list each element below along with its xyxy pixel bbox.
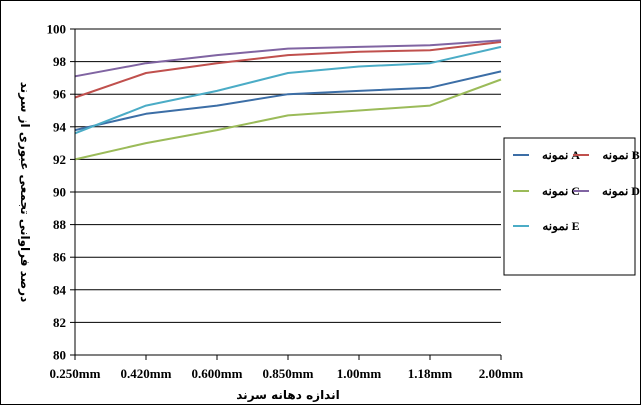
- series-line-3: [74, 39, 502, 78]
- legend-label-4: نمونه E: [542, 219, 579, 234]
- y-tick-label-1: 82: [53, 315, 66, 330]
- y-tick-label-4: 88: [53, 217, 67, 232]
- axes: [70, 28, 502, 360]
- x-axis-title: اندازه دهانه سرند: [236, 388, 339, 402]
- y-tick-label-9: 98: [53, 54, 67, 69]
- legend-label-1: نمونه B: [602, 148, 639, 163]
- x-tick-label-4: 1.00mm: [337, 366, 382, 381]
- x-tick-label-2: 0.600mm: [192, 366, 243, 381]
- legend-label-0: نمونه A: [542, 148, 580, 163]
- legend: نمونه A نمونه B نمونه C نمونه D نمونه E: [503, 137, 640, 276]
- x-tick-label-1: 0.420mm: [121, 366, 172, 381]
- legend-box: [503, 137, 636, 276]
- y-tick-label-7: 94: [53, 119, 67, 134]
- x-tick-label-3: 0.850mm: [263, 366, 314, 381]
- x-tick-labels: 0.250mm 0.420mm 0.600mm 0.850mm 1.00mm 1.18mm…: [50, 366, 524, 381]
- y-tick-label-10: 100: [47, 22, 67, 37]
- y-tick-label-6: 92: [53, 152, 66, 167]
- series-line-0: [74, 70, 502, 132]
- y-tick-label-5: 90: [53, 185, 66, 200]
- x-tick-label-0: 0.250mm: [50, 366, 101, 381]
- y-tick-label-8: 96: [53, 87, 67, 102]
- series-line-2: [74, 78, 502, 161]
- y-tick-label-3: 86: [53, 250, 67, 265]
- series-lines: [74, 39, 502, 161]
- y-tick-label-2: 84: [53, 282, 67, 297]
- x-tick-label-6: 2.00mm: [479, 366, 524, 381]
- y-tick-label-0: 80: [53, 348, 66, 363]
- legend-label-2: نمونه C: [542, 184, 580, 199]
- y-tick-labels: 80 82 84 86 88 90 92 94 96 98 100: [47, 22, 67, 363]
- legend-label-3: نمونه D: [602, 184, 640, 199]
- gridlines: [75, 28, 501, 356]
- y-axis-title: درصد فراوانی تجمعی عبوری از سرند: [17, 82, 32, 303]
- x-tick-label-5: 1.18mm: [408, 366, 453, 381]
- series-line-1: [74, 41, 502, 99]
- series-line-4: [74, 45, 502, 135]
